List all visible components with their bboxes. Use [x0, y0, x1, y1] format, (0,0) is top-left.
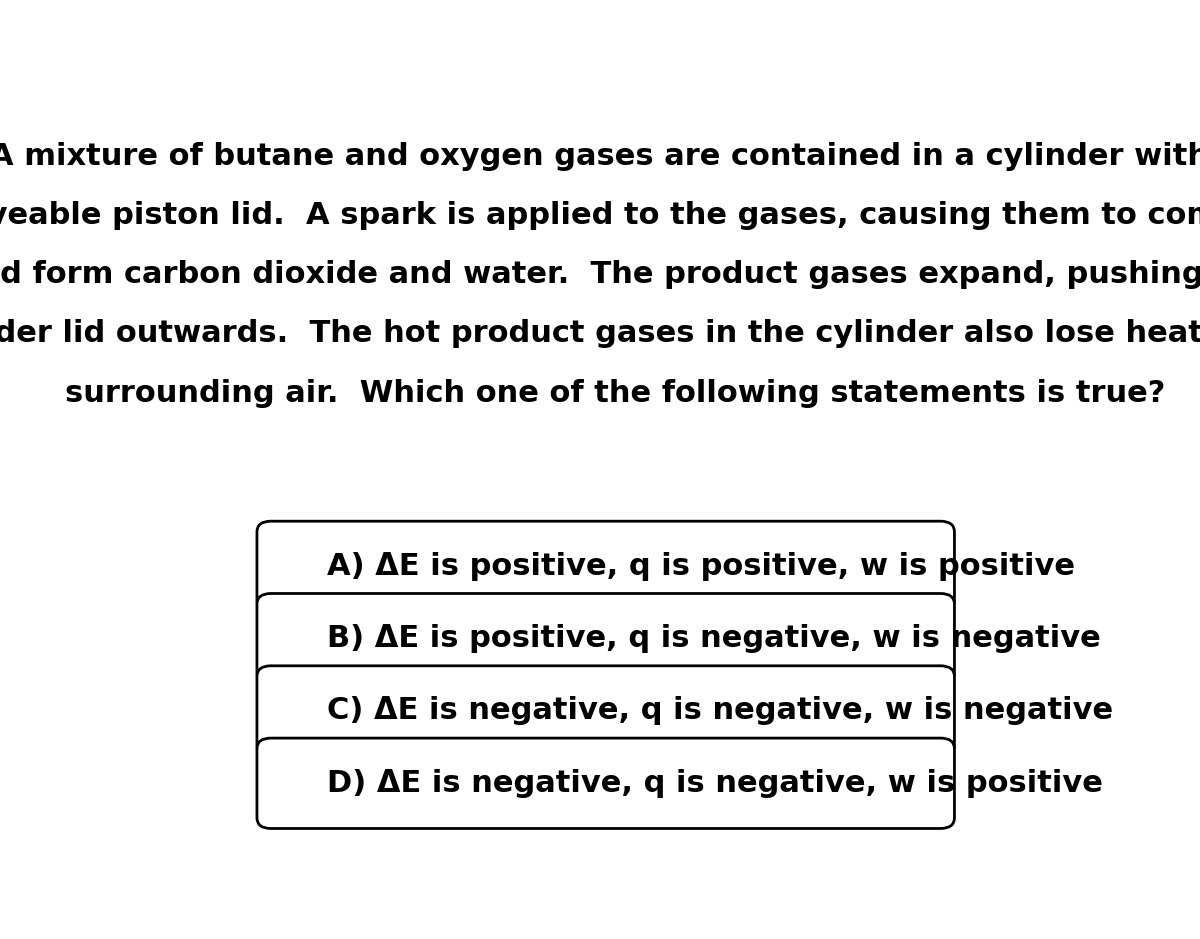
Text: and form carbon dioxide and water.  The product gases expand, pushing the: and form carbon dioxide and water. The p… [0, 260, 1200, 289]
Text: moveable piston lid.  A spark is applied to the gases, causing them to combust: moveable piston lid. A spark is applied … [0, 201, 1200, 230]
FancyBboxPatch shape [257, 593, 954, 684]
Text: D) ΔE is negative, q is negative, w is positive: D) ΔE is negative, q is negative, w is p… [326, 769, 1103, 798]
Text: A mixture of butane and oxygen gases are contained in a cylinder with a: A mixture of butane and oxygen gases are… [0, 142, 1200, 171]
Text: surrounding air.  Which one of the following statements is true?: surrounding air. Which one of the follow… [65, 378, 1165, 408]
Text: cylinder lid outwards.  The hot product gases in the cylinder also lose heat to : cylinder lid outwards. The hot product g… [0, 319, 1200, 348]
FancyBboxPatch shape [257, 521, 954, 611]
FancyBboxPatch shape [257, 666, 954, 756]
Text: B) ΔE is positive, q is negative, w is negative: B) ΔE is positive, q is negative, w is n… [326, 624, 1100, 654]
Text: C) ΔE is negative, q is negative, w is negative: C) ΔE is negative, q is negative, w is n… [326, 697, 1112, 726]
FancyBboxPatch shape [257, 738, 954, 828]
Text: A) ΔE is positive, q is positive, w is positive: A) ΔE is positive, q is positive, w is p… [326, 552, 1075, 581]
